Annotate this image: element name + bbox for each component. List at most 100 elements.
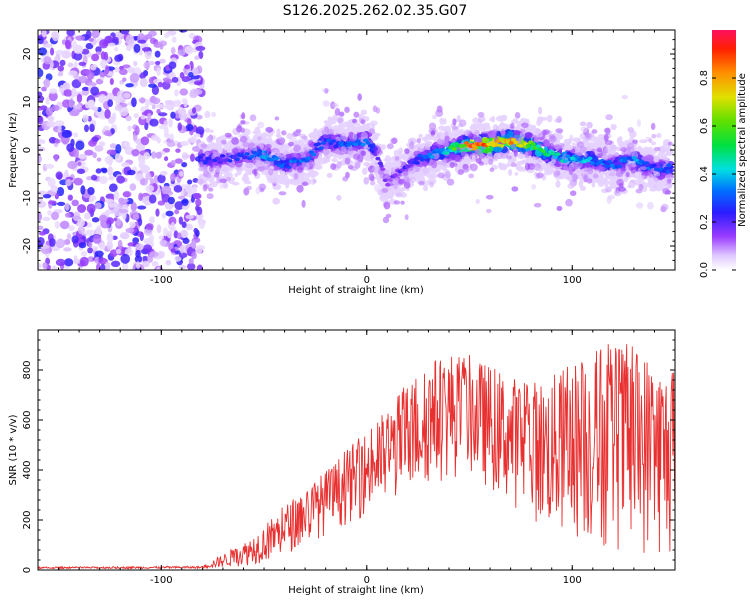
halo-blob <box>470 134 478 141</box>
noise-blob <box>134 255 143 263</box>
spectral-blob <box>642 146 649 154</box>
noise-blob <box>145 184 155 193</box>
noise-blob <box>187 179 193 185</box>
spectral-blob <box>546 169 554 175</box>
spectral-blob <box>645 154 654 162</box>
noise-blob <box>129 183 137 191</box>
noise-blob <box>122 262 129 270</box>
halo-blob <box>664 182 672 189</box>
halo-blob <box>555 128 564 134</box>
halo-blob <box>592 173 599 179</box>
halo-blob <box>409 176 417 184</box>
halo-blob <box>274 116 280 121</box>
noise-blob <box>165 79 174 84</box>
noise-blob <box>115 248 122 254</box>
ridge-core <box>321 141 327 145</box>
x-tick-label: -100 <box>150 575 173 586</box>
halo-blob <box>550 159 557 165</box>
ridge-core <box>589 161 595 165</box>
colorbar-ticks: 0.0 0.2 0.4 0.6 0.8 <box>699 70 736 278</box>
noise-blob <box>92 152 97 159</box>
spectral-blob <box>332 114 338 120</box>
spectral-blob <box>243 172 248 181</box>
spectral-blob <box>361 167 368 175</box>
spectral-blob <box>458 160 464 168</box>
noise-blob <box>109 143 117 149</box>
colorbar-gradient <box>712 30 736 270</box>
ridge-core <box>666 163 672 167</box>
noise-blob <box>107 166 113 176</box>
halo-blob <box>404 148 410 154</box>
ridge-core <box>202 161 208 165</box>
spectral-blob <box>360 109 368 116</box>
spectral-blob <box>380 144 387 150</box>
halo-blob <box>400 200 405 205</box>
halo-blob <box>326 172 333 178</box>
halo-blob <box>569 134 574 142</box>
halo-blob <box>652 184 658 189</box>
halo-blob <box>393 200 401 205</box>
ridge-core <box>367 143 374 148</box>
noise-blob <box>143 61 151 70</box>
noise-blob <box>189 136 197 143</box>
spectral-blob <box>439 117 445 125</box>
noise-blob <box>55 258 66 267</box>
spectral-blob <box>473 124 483 129</box>
noise-blob <box>55 238 66 249</box>
noise-blob <box>48 200 57 205</box>
halo-blob <box>322 148 330 156</box>
halo-blob <box>519 128 526 134</box>
halo-blob <box>301 199 306 208</box>
halo-blob <box>469 163 478 172</box>
spectral-blob <box>389 190 395 196</box>
noise-blob <box>149 251 159 258</box>
noise-blob <box>94 145 104 152</box>
spectral-blob <box>292 162 297 170</box>
noise-blob <box>178 216 183 225</box>
noise-blob <box>139 72 147 79</box>
noise-blob <box>118 197 125 204</box>
halo-blob <box>462 167 469 173</box>
halo-blob <box>216 176 221 184</box>
noise-blob <box>84 124 90 133</box>
ridge-core <box>550 151 556 156</box>
figure-title: S126.2025.262.02.35.G07 <box>283 3 468 19</box>
ridge-core <box>286 165 292 170</box>
halo-blob <box>537 167 544 172</box>
halo-blob <box>521 122 529 129</box>
halo-blob <box>458 128 465 134</box>
halo-blob <box>607 153 614 159</box>
noise-blob <box>193 133 201 138</box>
noise-blob <box>44 163 55 169</box>
spectral-blob <box>418 143 423 148</box>
halo-blob <box>222 166 229 173</box>
spectral-blob <box>310 170 319 177</box>
halo-blob <box>323 133 331 139</box>
noise-blob <box>98 176 108 185</box>
noise-blob <box>190 75 200 80</box>
ridge-core <box>200 153 206 157</box>
halo-blob <box>653 171 661 177</box>
noise-blob <box>174 209 180 215</box>
halo-blob <box>524 162 531 171</box>
noise-blob <box>193 80 203 86</box>
noise-blob <box>69 110 80 117</box>
spectrogram-marks <box>38 30 675 270</box>
spectral-blob <box>608 172 617 177</box>
ridge-core <box>227 159 233 163</box>
noise-blob <box>149 177 154 185</box>
spectral-blob <box>456 114 461 123</box>
y-tick-label: -10 <box>22 190 33 206</box>
halo-blob <box>395 192 403 198</box>
halo-blob <box>206 193 214 200</box>
noise-blob <box>98 214 108 223</box>
ridge-core <box>205 156 211 161</box>
spectral-blob <box>515 163 521 171</box>
halo-blob <box>510 162 517 168</box>
noise-blob <box>73 132 79 138</box>
noise-blob <box>151 151 157 159</box>
spectral-blob <box>585 146 592 153</box>
ridge-core <box>365 141 371 145</box>
noise-blob <box>179 245 185 254</box>
noise-blob <box>188 71 194 78</box>
